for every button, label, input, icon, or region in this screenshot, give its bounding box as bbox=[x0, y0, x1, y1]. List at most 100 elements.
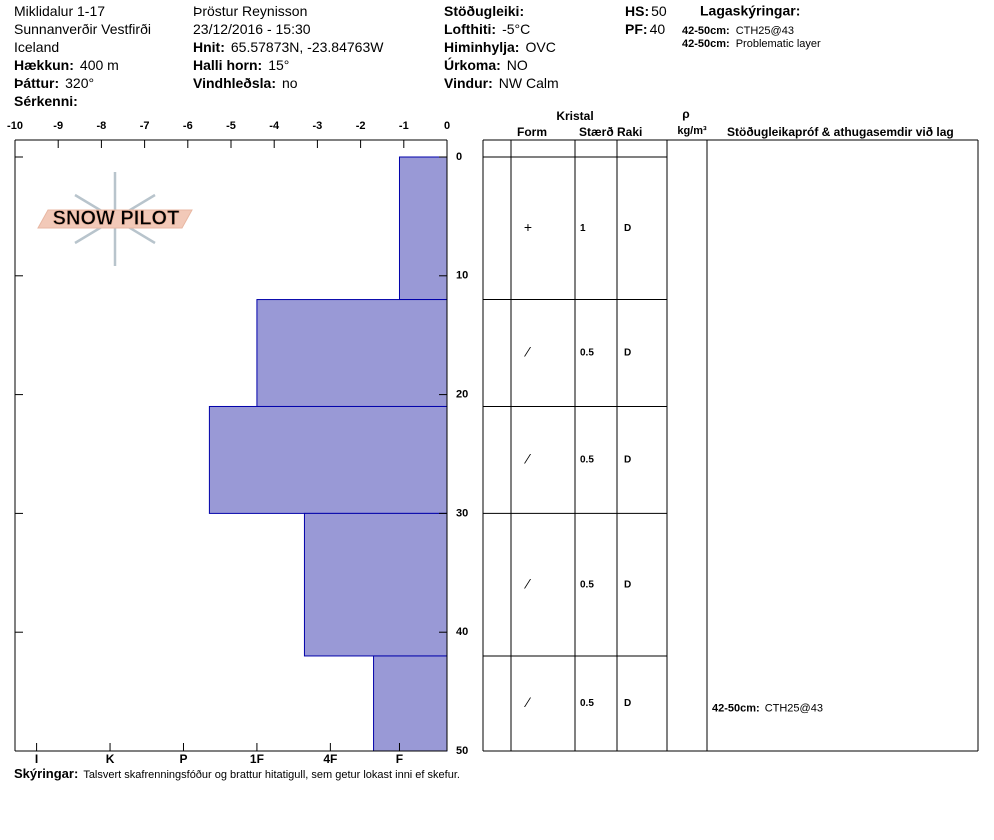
x-tick-label: -7 bbox=[140, 120, 150, 132]
header-field: Sérkenni: bbox=[14, 93, 78, 109]
header-field: PF: 40 bbox=[625, 21, 665, 37]
header-field-label: Stöðugleiki: bbox=[444, 3, 524, 19]
layer-form: ⁄ bbox=[524, 344, 532, 360]
footer-label: Skýringar: bbox=[14, 766, 78, 781]
x-tick-label: -3 bbox=[313, 120, 323, 132]
header-field-label: HS: bbox=[625, 3, 649, 19]
x-tick-label: -6 bbox=[183, 120, 193, 132]
note: 42-50cm: CTH25@43 bbox=[682, 25, 794, 37]
header-field: Iceland bbox=[14, 39, 59, 55]
hardness-tick-label: K bbox=[106, 752, 115, 766]
header-field: Vindur: NW Calm bbox=[444, 75, 559, 91]
header-field-label: Sérkenni: bbox=[14, 93, 78, 109]
header-field-label: Hækkun: bbox=[14, 57, 74, 73]
column-header: Kristal bbox=[556, 109, 593, 123]
header-field-value: 400 m bbox=[80, 57, 119, 73]
footer: Skýringar: Talsvert skafrenningsfóður og … bbox=[14, 766, 460, 781]
layer-form: ⁄ bbox=[524, 451, 532, 467]
note-value: CTH25@43 bbox=[736, 25, 794, 37]
header-field-value: Miklidalur 1-17 bbox=[14, 3, 105, 19]
header-field: Hnit: 65.57873N, -23.84763W bbox=[193, 39, 384, 55]
header-field-value: Sunnanverðir Vestfirði bbox=[14, 21, 151, 37]
logo-text: SNOW PILOT bbox=[53, 207, 180, 229]
note-label: 42-50cm: bbox=[682, 38, 730, 50]
hardness-tick-label: I bbox=[35, 752, 38, 766]
x-tick-label: -10 bbox=[7, 120, 23, 132]
y-tick-label: 30 bbox=[456, 507, 468, 519]
layer-moisture: D bbox=[624, 348, 631, 359]
layer-comment: 42-50cm: CTH25@43 bbox=[712, 702, 823, 714]
header-field-label: Þáttur: bbox=[14, 75, 59, 91]
hardness-tick-label: 4F bbox=[323, 752, 337, 766]
header-field-value: OVC bbox=[525, 39, 555, 55]
y-tick-label: 0 bbox=[456, 151, 462, 163]
layer-moisture: D bbox=[624, 455, 631, 466]
header-field-label: Lofthiti: bbox=[444, 21, 496, 37]
header-field-value: no bbox=[282, 75, 298, 91]
header-field-value: 320° bbox=[65, 75, 94, 91]
layer-size: 0.5 bbox=[580, 579, 594, 590]
hardness-bar bbox=[208, 405, 448, 514]
hardness-bar bbox=[256, 299, 448, 407]
header-field: Úrkoma: NO bbox=[444, 56, 528, 73]
layer-form: ⁄ bbox=[524, 575, 532, 591]
layer-form: + bbox=[524, 219, 532, 235]
column-header: Stærð bbox=[579, 125, 614, 139]
header-field: Þáttur: 320° bbox=[14, 75, 94, 91]
header-field: Lofthiti: -5°C bbox=[444, 21, 530, 37]
header-field-label: Himinhylja: bbox=[444, 39, 519, 55]
header-field-value: 23/12/2016 - 15:30 bbox=[193, 21, 311, 37]
hardness-bar bbox=[373, 655, 448, 752]
header-field: Hækkun: 400 m bbox=[14, 57, 119, 73]
header-field-value: Þröstur Reynisson bbox=[193, 3, 307, 19]
header-field-value: -5°C bbox=[502, 21, 530, 37]
layer-form: ⁄ bbox=[524, 694, 532, 710]
column-header: Raki bbox=[617, 125, 642, 139]
x-tick-label: -1 bbox=[399, 120, 409, 132]
header-field-label: Vindhleðsla: bbox=[193, 75, 276, 91]
header-field-value: NW Calm bbox=[499, 75, 559, 91]
header-field: Stöðugleiki: bbox=[444, 3, 524, 19]
x-tick-label: -5 bbox=[226, 120, 236, 132]
layer-comment-label: 42-50cm: bbox=[712, 702, 760, 714]
header-field: 23/12/2016 - 15:30 bbox=[193, 21, 311, 37]
column-header: Stöðugleikapróf & athugasemdir við lag bbox=[727, 125, 954, 139]
layer-size: 0.5 bbox=[580, 348, 594, 359]
footer-text: Talsvert skafrenningsfóður og brattur hi… bbox=[83, 769, 460, 781]
hardness-tick-label: F bbox=[396, 752, 403, 766]
header-field: Sunnanverðir Vestfirði bbox=[14, 21, 151, 37]
header-field-label: PF: bbox=[625, 21, 648, 37]
column-header: Form bbox=[517, 125, 547, 139]
layer-size: 1 bbox=[580, 223, 586, 234]
header-field-label: Vindur: bbox=[444, 75, 493, 91]
layer-moisture: D bbox=[624, 698, 631, 709]
note-label: 42-50cm: bbox=[682, 25, 730, 37]
header-field-label: Halli horn: bbox=[193, 57, 262, 73]
header-field-label: Úrkoma: bbox=[444, 56, 501, 73]
layer-size: 0.5 bbox=[580, 698, 594, 709]
column-header: ρ bbox=[682, 107, 689, 121]
x-tick-label: -8 bbox=[97, 120, 107, 132]
y-tick-label: 40 bbox=[456, 626, 468, 638]
header-field: Himinhylja: OVC bbox=[444, 39, 556, 55]
y-tick-label: 20 bbox=[456, 389, 468, 401]
logo bbox=[37, 172, 193, 266]
header-field: Þröstur Reynisson bbox=[193, 3, 307, 19]
header-field-value: 40 bbox=[650, 21, 666, 37]
header-field-value: 50 bbox=[651, 3, 667, 19]
logo-band bbox=[37, 209, 193, 229]
x-tick-label: -4 bbox=[269, 120, 280, 132]
y-tick-label: 10 bbox=[456, 270, 468, 282]
header-field-label: Hnit: bbox=[193, 39, 225, 55]
y-tick-label: 50 bbox=[456, 745, 468, 757]
hardness-bar bbox=[398, 156, 448, 301]
layer-moisture: D bbox=[624, 223, 631, 234]
header-field-value: NO bbox=[507, 57, 528, 73]
layer-comment-value: CTH25@43 bbox=[765, 702, 823, 714]
column-header: kg/m³ bbox=[677, 125, 707, 137]
hardness-tick-label: 1F bbox=[250, 752, 264, 766]
header-field: Vindhleðsla: no bbox=[193, 75, 298, 91]
header-field-value: 15° bbox=[268, 57, 289, 73]
header-field: HS: 50 bbox=[625, 3, 667, 19]
